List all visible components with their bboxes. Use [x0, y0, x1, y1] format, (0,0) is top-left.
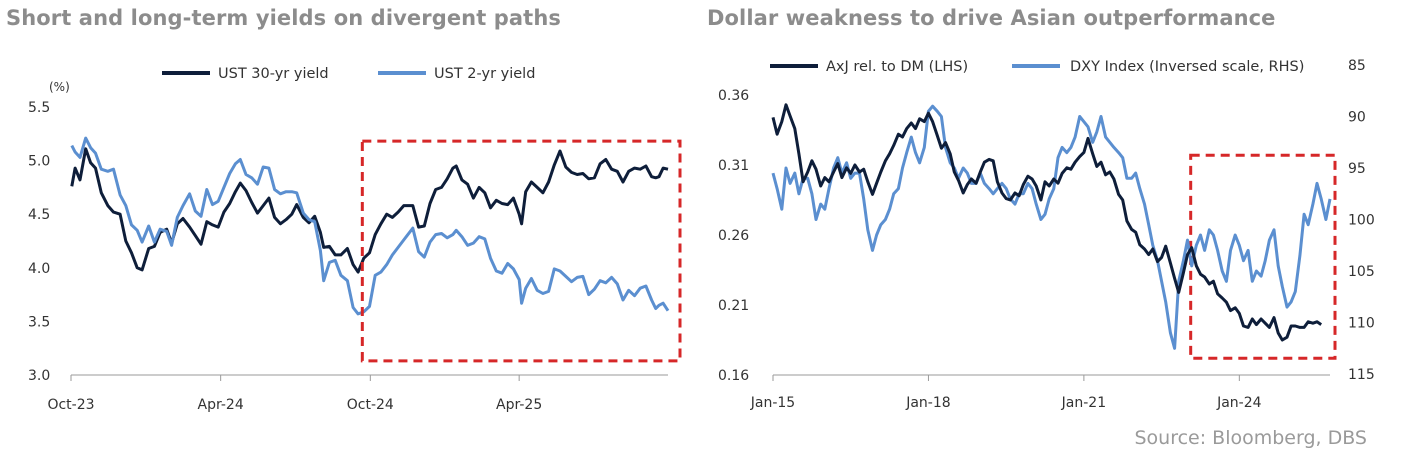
- chart-1-legend-label: UST 2-yr yield: [434, 66, 535, 82]
- chart-2-ytick-right-label: 110: [1348, 316, 1375, 332]
- chart-2-ytick-left-label: 0.36: [718, 88, 749, 104]
- chart-1-ytick-label: 4.0: [28, 261, 50, 277]
- chart-2-xtick-label: Jan-24: [1216, 395, 1262, 411]
- chart-2-legend-label: DXY Index (Inversed scale, RHS): [1070, 59, 1304, 75]
- chart-1-legend-label: UST 30-yr yield: [218, 66, 329, 82]
- chart-2-ytick-right-label: 115: [1348, 367, 1375, 383]
- source-note: Source: Bloomberg, DBS: [1134, 427, 1367, 449]
- chart-2-legend-label: AxJ rel. to DM (LHS): [826, 59, 968, 75]
- chart-2-xtick-label: Jan-21: [1061, 395, 1106, 411]
- chart-2-ytick-right-label: 85: [1348, 58, 1366, 74]
- chart-1-xtick-label: Apr-25: [496, 397, 542, 413]
- chart-2-title: Dollar weakness to drive Asian outperfor…: [707, 6, 1276, 30]
- chart-2-ytick-right-label: 105: [1348, 264, 1375, 280]
- dxy-index-line: [771, 104, 1332, 350]
- chart-2-highlight-box: [1189, 153, 1337, 360]
- chart-1-unit-label: (%): [49, 80, 70, 94]
- chart-2-ytick-left-label: 0.31: [718, 158, 749, 174]
- chart-1-ytick-label: 5.0: [28, 154, 50, 170]
- ust-2yr-yield-line: [70, 136, 670, 316]
- chart-1-highlight-box: [360, 139, 682, 363]
- chart-1-ytick-label: 3.5: [28, 314, 50, 330]
- chart-1-title: Short and long-term yields on divergent …: [6, 6, 561, 30]
- chart-2-ytick-right-label: 100: [1348, 213, 1375, 229]
- chart-2-ytick-left-label: 0.26: [718, 228, 749, 244]
- chart-2-ytick-right-label: 90: [1348, 110, 1366, 126]
- chart-2-xtick-label: Jan-18: [905, 395, 950, 411]
- chart-2-ytick-left-label: 0.16: [718, 368, 749, 384]
- chart-1-ytick-label: 4.5: [28, 207, 50, 223]
- chart-2-ytick-right-label: 95: [1348, 161, 1366, 177]
- chart-2-xtick-label: Jan-15: [750, 395, 795, 411]
- ust-30yr-yield-line: [70, 147, 669, 274]
- chart-2-ytick-left-label: 0.21: [718, 298, 749, 314]
- chart-1-xtick-label: Apr-24: [198, 397, 244, 413]
- chart-1-xtick-label: Oct-24: [347, 397, 394, 413]
- chart-1-xtick-label: Oct-23: [47, 397, 94, 413]
- chart-1-ytick-label: 3.0: [28, 368, 50, 384]
- axj-rel-dm-line: [771, 103, 1323, 342]
- chart-1-ytick-label: 5.5: [28, 100, 50, 116]
